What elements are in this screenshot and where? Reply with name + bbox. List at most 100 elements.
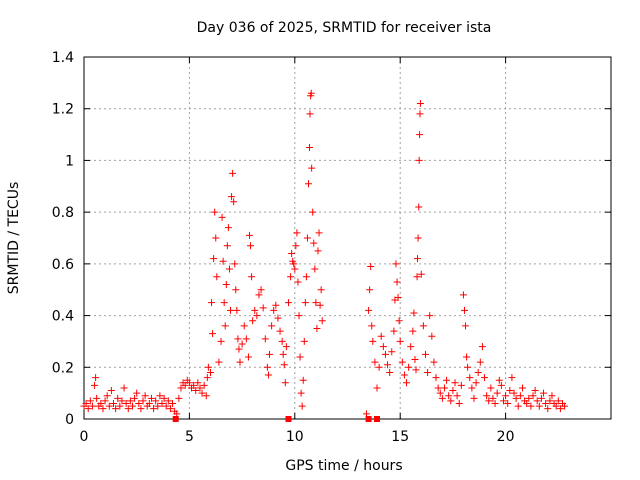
data-point [291,265,299,273]
data-point [512,394,520,402]
data-point [453,392,461,400]
data-point [203,374,211,382]
data-point [394,293,402,301]
data-point [516,392,524,400]
data-point [307,89,315,97]
data-point [225,265,233,273]
data-point [202,392,210,400]
x-axis-title: GPS time / hours [285,458,402,474]
y-tick-label: 1 [65,153,74,169]
data-point [99,405,107,413]
data-point [156,392,164,400]
data-point [298,402,306,410]
data-point [231,260,239,268]
data-point [476,358,484,366]
data-point [525,394,533,402]
data-point [276,327,284,335]
data-point [416,100,424,108]
data-point [220,299,228,307]
data-point [497,381,505,389]
x-tick-label: 15 [391,429,409,445]
data-point [561,402,569,410]
data-point [410,309,418,317]
data-point [310,239,318,247]
chart-title: Day 036 of 2025, SRMTID for receiver ist… [197,20,492,36]
data-point [470,394,478,402]
data-point [145,399,153,407]
data-point [416,131,424,139]
data-point [253,312,261,320]
data-point [118,397,126,405]
data-point [443,376,451,384]
data-point [257,286,265,294]
data-point [166,405,174,413]
data-point [297,389,305,397]
data-point [235,345,243,353]
data-point [91,381,99,389]
data-point [97,399,105,407]
data-point [190,381,198,389]
data-point [432,374,440,382]
data-point [93,394,101,402]
data-point [369,337,377,345]
data-point [556,405,564,413]
data-point [502,392,510,400]
data-point [531,387,539,395]
data-point [181,381,189,389]
data-point [464,363,472,371]
data-point [270,306,278,314]
data-point [466,374,474,382]
data-point [137,405,145,413]
data-point [316,301,324,309]
data-point [306,144,314,151]
data-point [284,299,292,307]
data-point [215,358,223,366]
data-point [434,384,442,392]
data-point [368,322,376,330]
data-point [135,399,143,407]
y-tick-label: 1.2 [52,102,74,118]
data-point [224,224,232,232]
data-point [510,389,518,397]
data-point [247,242,255,250]
data-point [504,399,512,407]
data-point [409,327,417,335]
data-point [485,397,493,405]
data-point [292,242,300,250]
data-point [279,350,287,358]
data-point [103,392,111,400]
data-point [411,356,419,364]
data-point [194,379,202,387]
data-point [177,384,185,392]
data-point [455,399,463,407]
data-point [462,322,470,330]
data-point [209,330,217,338]
data-point [212,234,220,242]
data-point [413,273,421,281]
data-point [223,242,231,250]
data-point [287,273,295,281]
data-point [141,392,149,400]
data-point [107,387,115,395]
data-point [392,260,400,268]
data-point [390,327,398,335]
data-point [249,317,257,325]
data-point [386,368,394,376]
data-point [428,332,436,340]
data-point [200,381,208,389]
y-tick-label: 0 [65,412,74,428]
data-point [208,299,216,307]
data-point [299,376,307,384]
data-point [290,260,298,268]
data-point [281,379,289,387]
grid [84,57,611,419]
data-point [114,394,122,402]
data-point [309,208,317,216]
data-point [124,405,132,413]
data-point [317,286,325,294]
data-point [415,156,423,164]
data-point [210,255,218,263]
data-point [238,340,246,348]
data-point [147,394,155,402]
